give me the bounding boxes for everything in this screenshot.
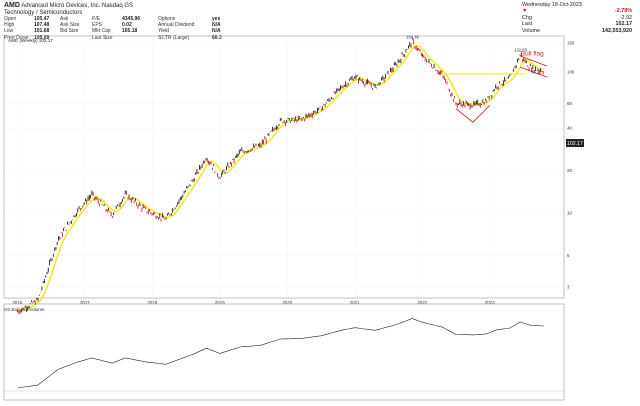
x-tick-label: 2023	[485, 300, 495, 305]
x-tick-label: 2019	[215, 300, 225, 305]
chart-header: AMD Advanced Micro Devices, Inc. Nasdaq …	[4, 2, 133, 17]
y-tick-label: 3	[567, 284, 570, 289]
x-tick-label: 2017	[80, 300, 90, 305]
flag-line	[520, 55, 548, 67]
date-line: Wednesday 18-Oct-2023	[522, 2, 582, 8]
y-axis: 3 5 10 20 40 60 100 160	[567, 41, 575, 290]
quote-mid2: Ask Ask Size Bid Size	[60, 16, 80, 35]
sector: Technology / Semiconductors	[4, 10, 83, 16]
exchange: Nasdaq GS	[102, 3, 134, 9]
y-tick-label: 40	[567, 126, 572, 131]
quote-right: Options yes Annual Dividend N/A Yield N/A S…	[158, 16, 222, 41]
obv-label: On Balance Volume	[4, 307, 45, 312]
y-tick-label: 100	[567, 70, 575, 75]
x-axis: 2016 2017 2018 2019 2020 2021 2022 2023	[12, 300, 495, 305]
ticker-symbol: AMD	[4, 2, 20, 9]
x-tick-label: 2018	[147, 300, 157, 305]
y-tick-label: 160	[567, 41, 575, 46]
flag-line	[520, 66, 548, 78]
quote-summary: Wednesday 18-Oct-2023 ▼ -2.78% Chg -2.92 L…	[522, 2, 632, 34]
obv-line	[17, 318, 544, 389]
annotations: 164.46 132.83 54.57 93.12 Bull flag	[406, 35, 548, 123]
x-tick-label: 2022	[417, 300, 427, 305]
y-tick-label: 20	[567, 168, 572, 173]
x-tick-label: 2016	[12, 300, 22, 305]
ma-line	[17, 45, 544, 313]
y-tick-label: 5	[567, 253, 570, 258]
grid	[4, 36, 564, 298]
data-label: 93.12	[531, 69, 542, 74]
price-series	[17, 38, 544, 315]
x-tick-label: 2021	[350, 300, 360, 305]
y-tick-label: 60	[567, 101, 572, 106]
obv-panel	[3, 303, 565, 401]
company-name: Advanced Micro Devices, Inc.	[21, 3, 101, 9]
y-tick-label: 10	[567, 211, 572, 216]
obv-series	[17, 318, 544, 389]
quote-left: Open 105.47 High 107.48 Low 101.68 Prev Clo…	[4, 16, 50, 41]
last-price-tag	[566, 139, 584, 147]
moving-average	[17, 45, 544, 313]
data-label: 164.46	[406, 35, 419, 40]
chart-frame	[3, 35, 565, 299]
pattern-line	[455, 105, 491, 123]
data-label: 132.83	[514, 48, 527, 53]
data-label: 54.57	[467, 102, 478, 107]
chart-title: AMD (Weekly) 102.17	[8, 38, 53, 43]
last-price-text: 102.17	[567, 141, 583, 147]
quote-mid: P/E 4345.96 EPS 0.02 Mkt Cap 165.18 Last Si…	[92, 16, 141, 41]
down-arrow-icon: ▼	[522, 8, 528, 15]
x-tick-label: 2020	[282, 300, 292, 305]
data-label: Bull flag	[521, 50, 544, 57]
